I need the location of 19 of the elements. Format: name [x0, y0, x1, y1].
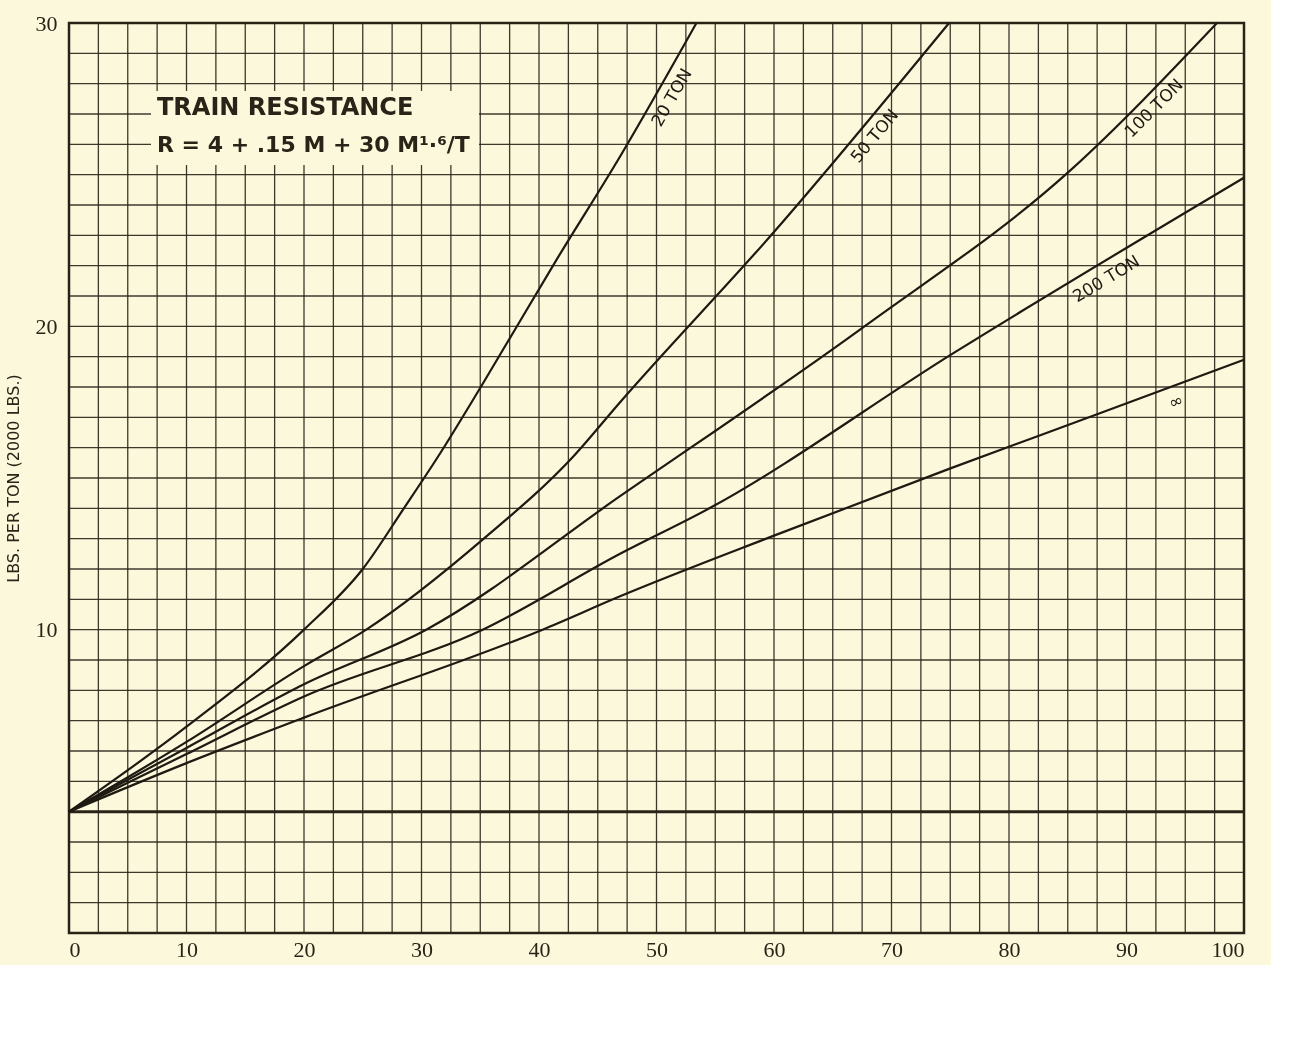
- x-tick-label: 100: [1211, 936, 1245, 962]
- text: ∞: [1165, 389, 1186, 413]
- y-tick-label: 20: [35, 313, 58, 339]
- text: R = 4 + .15 M + 30 M¹·⁶/T: [157, 132, 470, 157]
- text: 200 TON: [1069, 250, 1144, 307]
- text: TRAIN RESISTANCE: [157, 93, 414, 121]
- y-tick-label: 30: [35, 10, 58, 36]
- x-tick-label: 60: [763, 936, 786, 962]
- x-tick-label: 0: [69, 936, 81, 962]
- x-tick-label: 10: [176, 936, 198, 962]
- x-tick-label: 30: [411, 936, 433, 962]
- x-tick-label: 90: [1116, 936, 1138, 962]
- y-axis-title: LBS. PER TON (2000 LBS.): [3, 374, 23, 583]
- x-tick-label: 80: [998, 936, 1021, 962]
- y-tick-label: 10: [35, 617, 58, 643]
- x-tick-label: 20: [293, 936, 316, 962]
- x-tick-label: 70: [881, 936, 903, 962]
- x-tick-label: 40: [528, 936, 551, 962]
- x-tick-label: 50: [646, 936, 668, 962]
